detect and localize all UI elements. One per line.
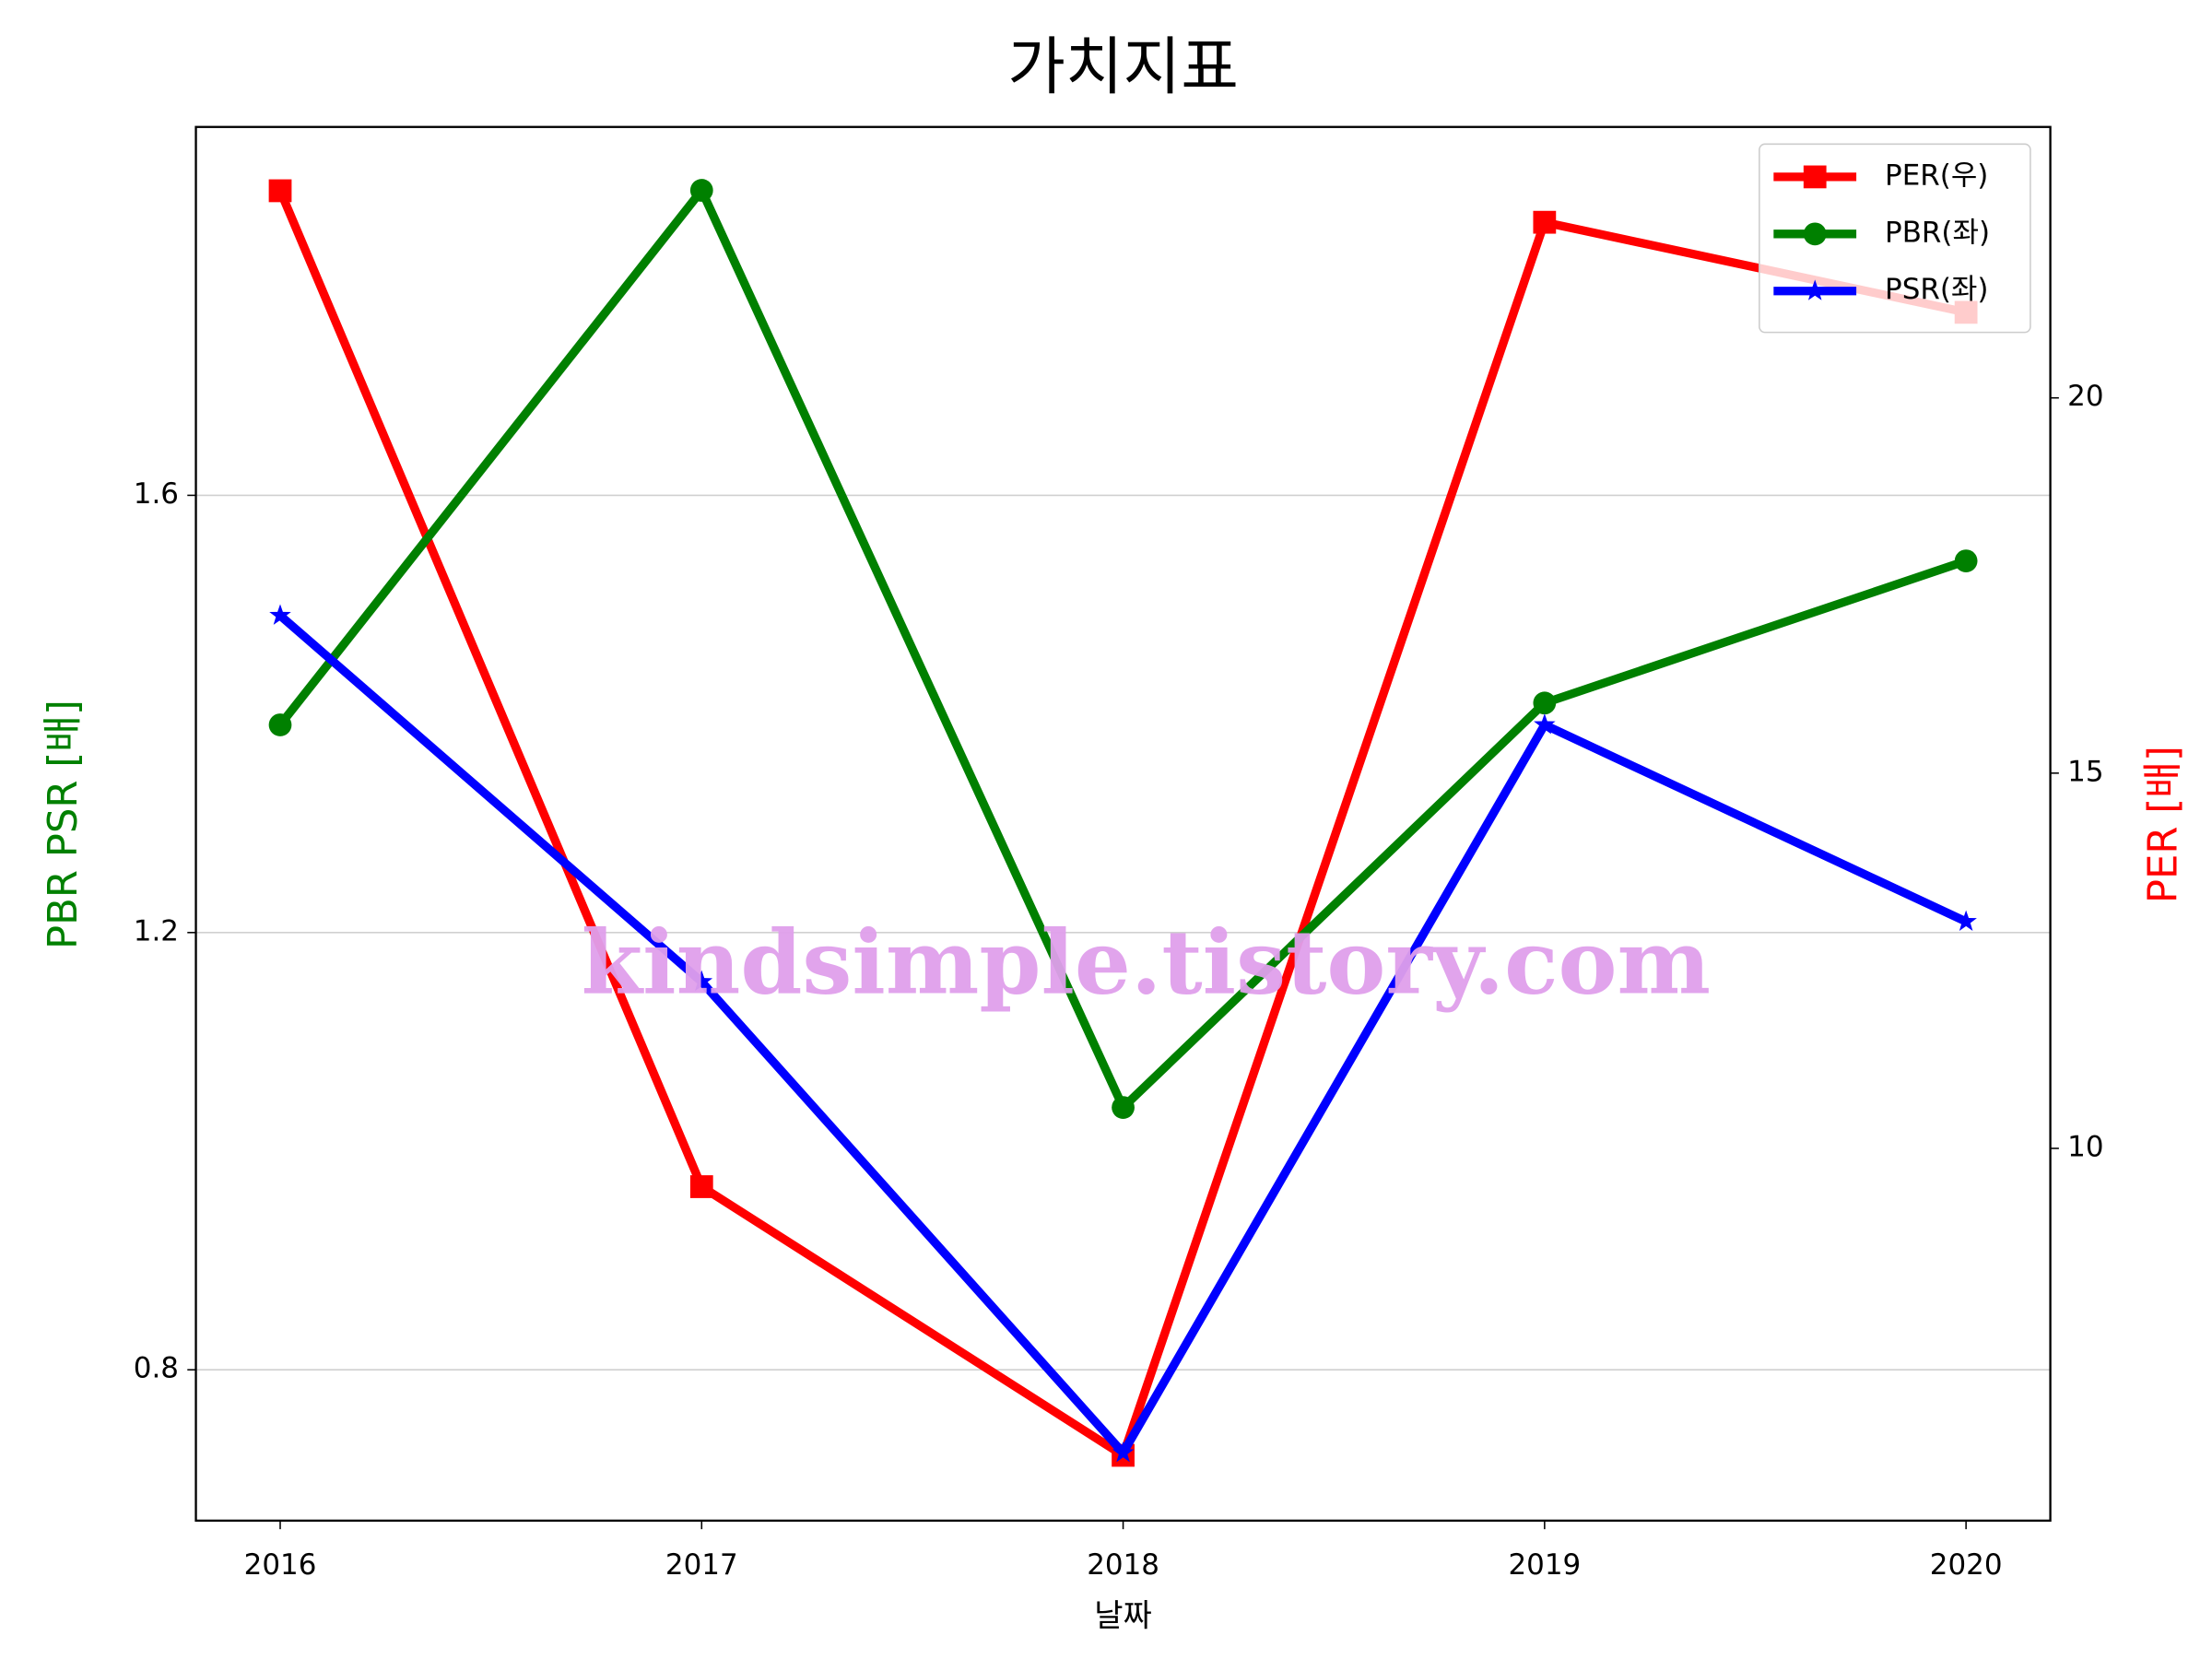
watermark: kindsimple.tistory.com: [582, 910, 1711, 1014]
marker: [1803, 165, 1827, 189]
y2-axis-label: PER [배]: [2140, 746, 2186, 903]
plot-frame: [194, 125, 2052, 1523]
line: [276, 189, 1968, 1460]
marker: [690, 970, 713, 992]
marker: [269, 604, 291, 625]
legend-label: PSR(좌): [1885, 273, 1988, 306]
chart-title: 가치지표: [1007, 31, 1239, 104]
x-tick-label: 2017: [665, 1548, 738, 1582]
marker: [1954, 549, 1978, 572]
x-tick-label: 2018: [1087, 1548, 1159, 1582]
y-axis-label: PBR PSR [배]: [41, 700, 87, 949]
legend-label: PBR(좌): [1885, 216, 1990, 249]
y-tick-label: 0.8: [134, 1352, 179, 1385]
marker: [1533, 210, 1557, 234]
marker: [1534, 713, 1556, 735]
marker: [268, 713, 292, 736]
marker: [1804, 279, 1826, 300]
x-tick-label: 2019: [1508, 1548, 1581, 1582]
y2-tick-label: 15: [2067, 755, 2103, 788]
legend-frame: [1759, 143, 2031, 334]
y-tick-label: 1.2: [134, 914, 179, 947]
x-tick-label: 2016: [244, 1548, 317, 1582]
y2-tick-label: 10: [2067, 1130, 2103, 1163]
y-tick-label: 1.6: [134, 477, 179, 511]
marker: [1955, 910, 1977, 931]
x-tick-label: 2020: [1930, 1548, 2003, 1582]
x-axis-label: 날짜: [1094, 1598, 1152, 1635]
marker: [1112, 1441, 1135, 1463]
y2-tick-label: 20: [2067, 380, 2103, 413]
line: [276, 612, 1969, 1457]
marker: [1803, 222, 1827, 246]
marker: [268, 179, 292, 203]
legend: PER(우) PBR(좌) PSR(좌): [1759, 143, 2031, 334]
marker: [689, 1175, 713, 1198]
marker: [1112, 1096, 1135, 1119]
marker: [1533, 691, 1557, 715]
legend-label: PER(우): [1885, 159, 1988, 192]
marker: [689, 179, 713, 202]
